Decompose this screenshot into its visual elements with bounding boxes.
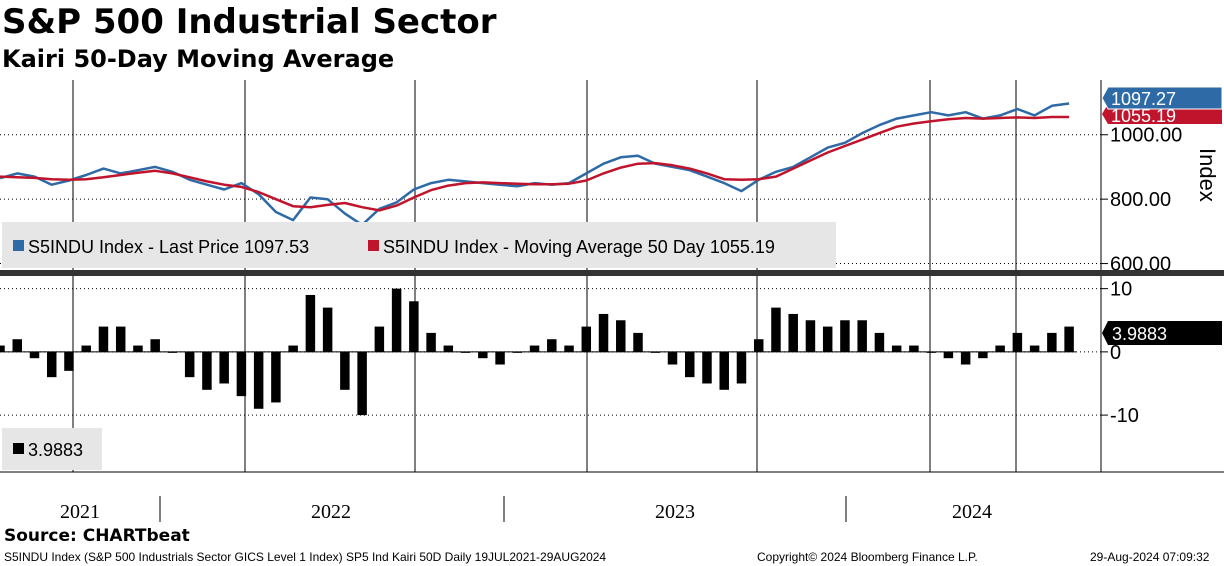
kairi-bar-49 xyxy=(840,320,850,352)
upper-legend-box xyxy=(2,222,836,268)
kairi-bars xyxy=(0,288,1076,416)
footer-copyright: Copyright© 2024 Bloomberg Finance L.P. xyxy=(757,550,978,564)
kairi-bar-57 xyxy=(978,351,988,359)
upper-ytick-label-1: 800.00 xyxy=(1110,189,1171,211)
kairi-bar-17 xyxy=(288,345,298,352)
legend-swatch-ma xyxy=(368,240,379,251)
price-last-badge xyxy=(1101,86,1223,110)
kairi-bar-6 xyxy=(98,326,109,352)
kairi-bar-37 xyxy=(633,332,643,352)
kairi-bar-9 xyxy=(150,339,160,352)
kairi-bar-47 xyxy=(805,320,816,352)
source-note: Source: CHARTbeat xyxy=(4,526,190,546)
footer-timestamp: 29-Aug-2024 07:09:32 xyxy=(1090,550,1210,564)
kairi-bar-33 xyxy=(564,345,574,352)
kairi-bar-59 xyxy=(1012,332,1023,352)
kairi-bar-39 xyxy=(667,351,678,365)
kairi-bar-23 xyxy=(391,288,402,352)
kairi-bar-0 xyxy=(0,345,5,352)
kairi-bar-7 xyxy=(115,326,126,352)
x-label-2023: 2023 xyxy=(655,501,695,523)
kairi-bar-25 xyxy=(426,332,436,352)
kairi-last-value: 3.9883 xyxy=(1112,324,1167,344)
chart-subtitle: Kairi 50-Day Moving Average xyxy=(2,45,395,73)
kairi-bar-61 xyxy=(1047,332,1057,352)
ma-last-value: 1055.19 xyxy=(1111,106,1176,126)
kairi-last-badge xyxy=(1102,321,1222,345)
kairi-bar-48 xyxy=(822,326,833,352)
kairi-bar-14 xyxy=(236,351,247,397)
kairi-bar-32 xyxy=(547,339,557,352)
kairi-bar-11 xyxy=(184,351,195,378)
kairi-bar-29 xyxy=(495,351,505,365)
x-label-2024: 2024 xyxy=(952,501,992,523)
kairi-bar-31 xyxy=(529,345,540,352)
kairi-bar-43 xyxy=(736,351,747,384)
x-label-2021: 2021 xyxy=(60,501,100,523)
lower-ytick-label-2: -10 xyxy=(1110,405,1139,427)
chart-title: S&P 500 Industrial Sector xyxy=(2,2,497,42)
footer-description: S5INDU Index (S&P 500 Industrials Sector… xyxy=(4,550,607,564)
kairi-bar-12 xyxy=(202,351,212,390)
kairi-bar-5 xyxy=(81,345,91,352)
upper-ytick-label-0: 1000.00 xyxy=(1110,125,1182,147)
lower-ytick-label-0: 10 xyxy=(1110,279,1132,301)
kairi-bar-45 xyxy=(771,307,781,352)
lower-ytick-label-1: 0 xyxy=(1110,342,1121,364)
kairi-bar-42 xyxy=(719,351,729,390)
kairi-bar-62 xyxy=(1064,326,1074,352)
kairi-bar-36 xyxy=(616,320,626,352)
kairi-bar-53 xyxy=(909,345,919,352)
kairi-bar-24 xyxy=(409,301,419,352)
kairi-bar-22 xyxy=(374,326,385,352)
legend-price-label: S5INDU Index - Last Price 1097.53 xyxy=(28,237,309,257)
kairi-bar-44 xyxy=(753,339,764,352)
kairi-bar-19 xyxy=(322,307,333,352)
kairi-bar-40 xyxy=(685,351,695,378)
series-lines xyxy=(0,102,1070,227)
kairi-bar-4 xyxy=(64,351,74,371)
kairi-bar-34 xyxy=(581,326,592,352)
kairi-bar-60 xyxy=(1029,345,1040,352)
lower-panel-grid xyxy=(0,276,1101,472)
kairi-bar-51 xyxy=(874,332,885,352)
legend-swatch-price xyxy=(13,240,24,251)
kairi-bar-16 xyxy=(271,351,281,403)
kairi-bar-41 xyxy=(702,351,712,384)
kairi-bar-46 xyxy=(788,313,798,352)
legend-swatch-kairi xyxy=(13,443,24,454)
kairi-bar-56 xyxy=(960,351,971,365)
kairi-bar-1 xyxy=(12,339,22,352)
kairi-bar-2 xyxy=(29,351,40,359)
kairi-bar-55 xyxy=(943,351,954,359)
kairi-bar-21 xyxy=(357,351,367,416)
price-last-value: 1097.27 xyxy=(1111,89,1176,109)
moving-average-line xyxy=(0,115,1070,212)
price-line xyxy=(0,102,1070,227)
panel-separator xyxy=(0,270,1224,276)
kairi-bar-15 xyxy=(253,351,264,409)
kairi-bar-3 xyxy=(46,351,57,378)
legend-kairi-label: 3.9883 xyxy=(28,440,83,460)
kairi-bar-18 xyxy=(305,294,316,352)
y-axis-label-index: Index xyxy=(1195,148,1220,202)
kairi-bar-50 xyxy=(857,320,867,352)
kairi-bar-13 xyxy=(219,351,229,384)
kairi-bar-26 xyxy=(443,345,454,352)
legend-ma-label: S5INDU Index - Moving Average 50 Day 105… xyxy=(383,237,775,257)
kairi-bar-20 xyxy=(340,351,350,390)
kairi-bar-35 xyxy=(598,313,609,352)
last-value-labels: 1055.19 1097.27 3.9883 xyxy=(1101,86,1223,345)
kairi-bar-28 xyxy=(478,351,488,359)
kairi-bar-58 xyxy=(995,345,1005,352)
legends: S5INDU Index - Last Price 1097.53 S5INDU… xyxy=(2,222,836,470)
kairi-bar-52 xyxy=(891,345,902,352)
x-label-2022: 2022 xyxy=(311,501,351,523)
kairi-bar-8 xyxy=(133,345,143,352)
